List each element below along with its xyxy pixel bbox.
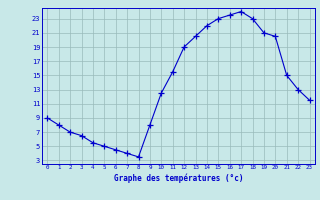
X-axis label: Graphe des températures (°c): Graphe des températures (°c) xyxy=(114,173,243,183)
